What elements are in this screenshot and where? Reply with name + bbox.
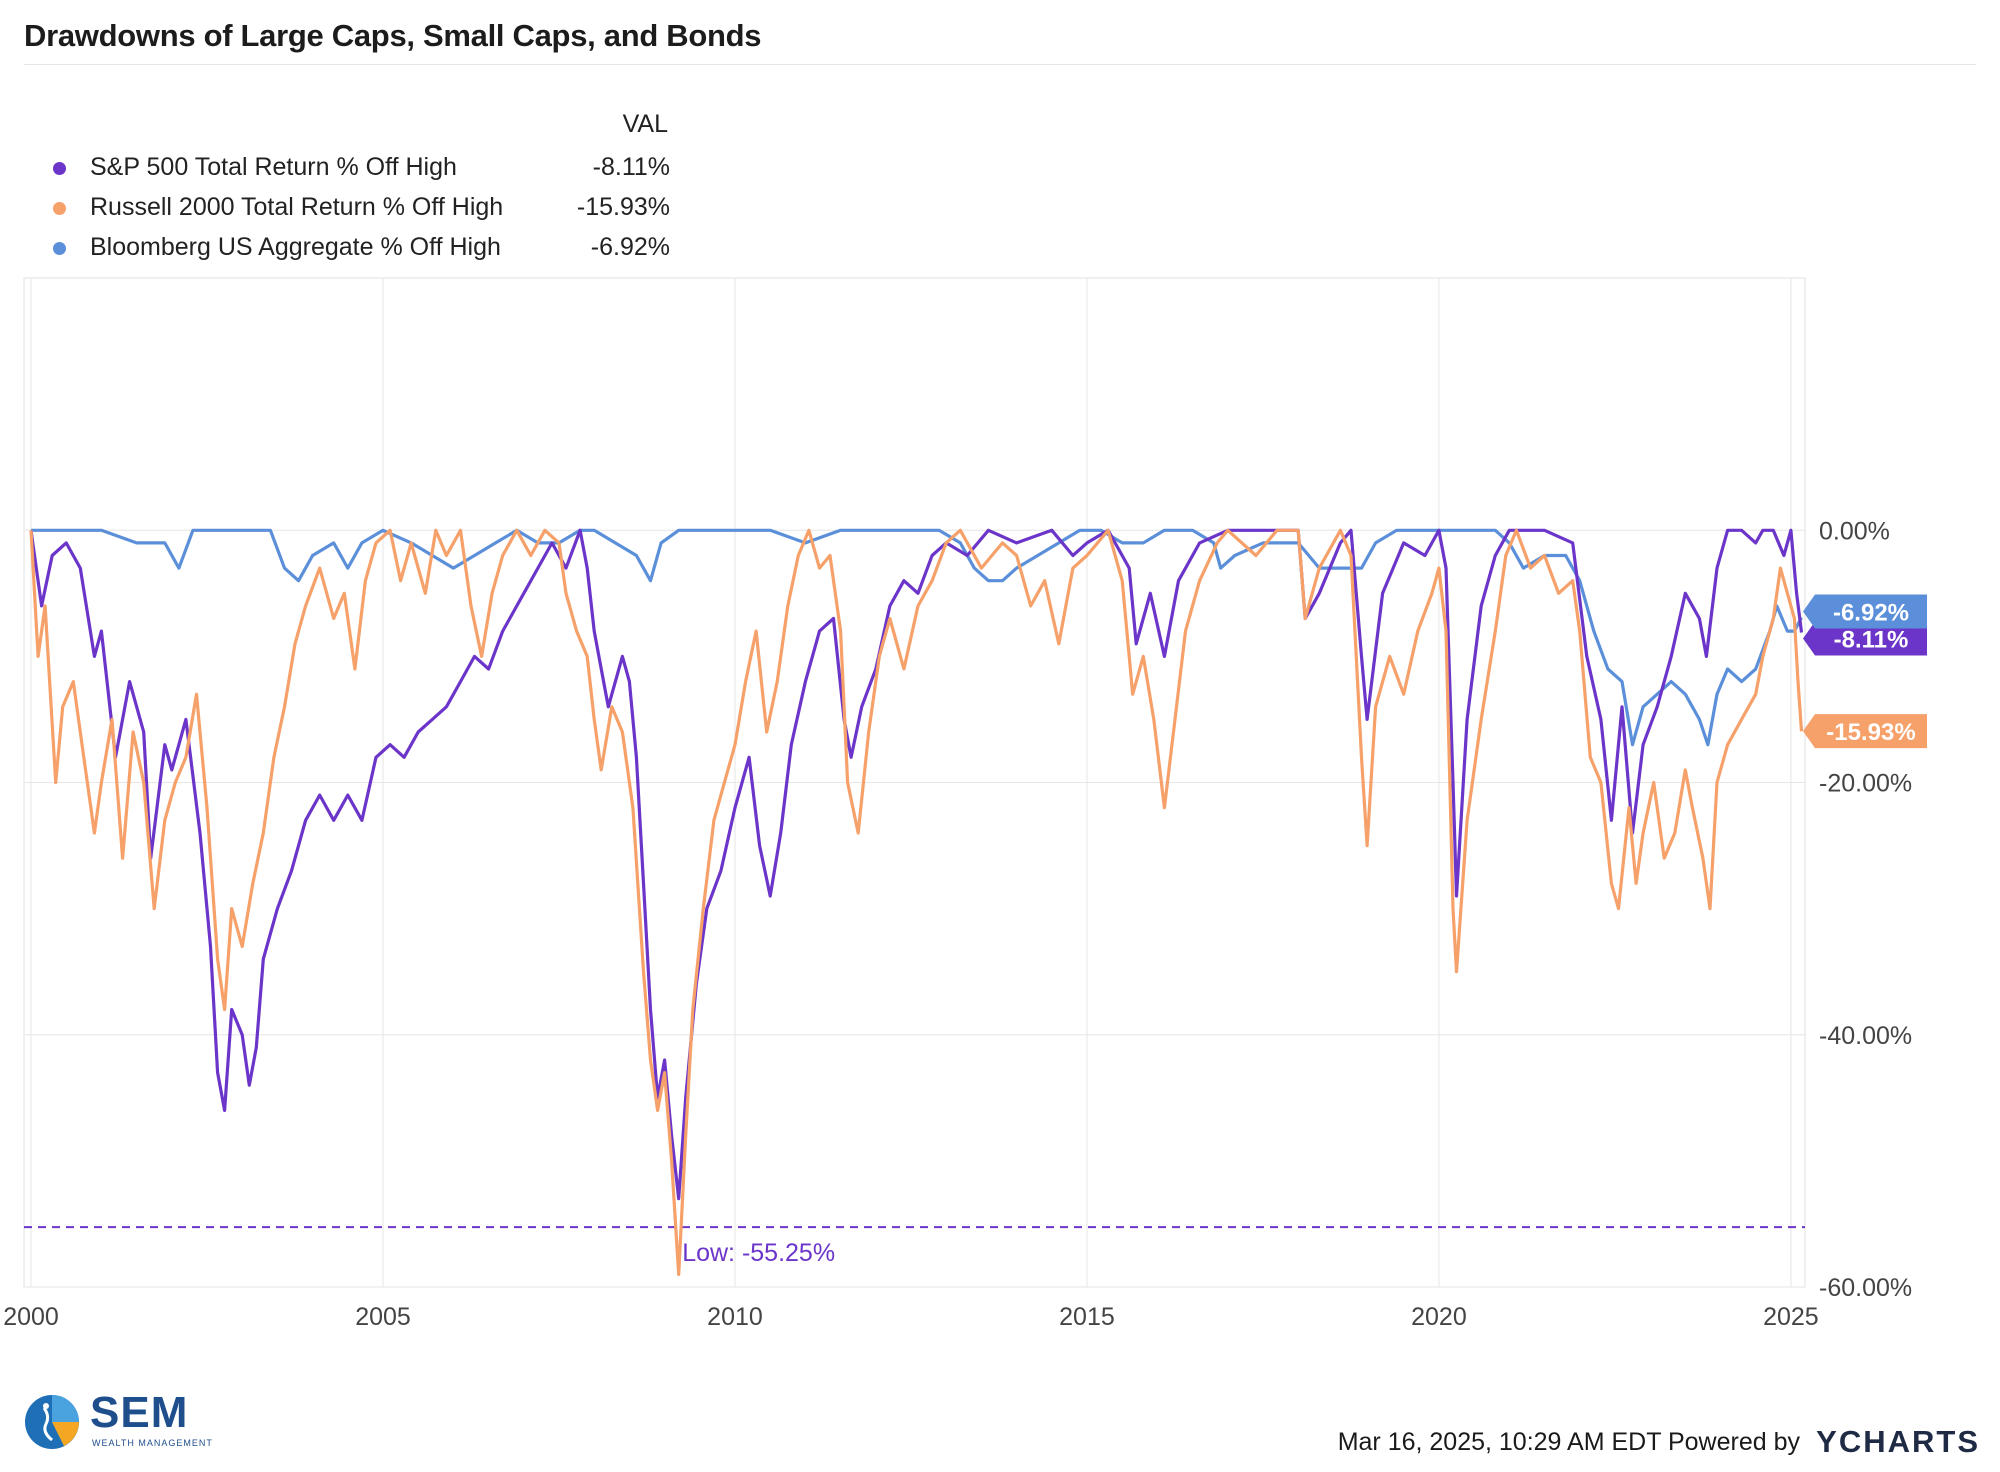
agg-end-tag: -6.92% (1803, 594, 1927, 629)
legend-label-sp500: S&P 500 Total Return % Off High (90, 153, 457, 181)
sp500-end-tag-shape (1803, 621, 1927, 656)
legend-value-sp500: -8.11% (592, 153, 670, 181)
title-divider (24, 64, 1976, 65)
ycharts-logo[interactable]: YCHARTS (1816, 1424, 1980, 1459)
x-tick-label: 2005 (355, 1303, 411, 1331)
sem-logo-icon (25, 1395, 79, 1449)
x-tick-label: 2000 (3, 1303, 59, 1331)
sem-logo-text: SEM (90, 1388, 189, 1437)
legend-value-russell2000: -15.93% (576, 193, 670, 221)
y-tick-label: 0.00% (1819, 517, 1890, 545)
legend-dot-sp500 (53, 162, 66, 175)
sp500-end-tag: -8.11% (1803, 621, 1927, 656)
legend-value-agg: -6.92% (590, 233, 670, 261)
legend-item-russell2000[interactable]: Russell 2000 Total Return % Off High -15… (48, 190, 670, 230)
russell2000-line (29, 528, 1804, 1276)
agg-end-tag-label: -6.92% (1833, 600, 1909, 627)
y-tick-label: -60.00% (1819, 1274, 1912, 1302)
sp500-line (29, 528, 1804, 1201)
russell2000-end-tag-shape (1803, 714, 1927, 749)
x-tick-label: 2015 (1059, 1303, 1115, 1331)
sp500-end-tag-label: -8.11% (1834, 627, 1909, 654)
legend-dot-russell2000 (53, 202, 66, 215)
x-tick-label: 2025 (1763, 1303, 1819, 1331)
legend-dot-agg (53, 242, 66, 255)
low-reference-label: Low: -55.25% (682, 1239, 835, 1267)
sem-logo-subtitle: WEALTH MANAGEMENT (92, 1438, 213, 1448)
legend-item-agg[interactable]: Bloomberg US Aggregate % Off High -6.92% (48, 230, 670, 270)
y-tick-label: -20.00% (1819, 770, 1912, 798)
legend-item-sp500[interactable]: S&P 500 Total Return % Off High -8.11% (48, 150, 670, 190)
powered-by-text: Powered by (1667, 1428, 1800, 1456)
russell2000-end-tag: -15.93% (1803, 714, 1927, 749)
x-tick-label: 2020 (1411, 1303, 1467, 1331)
footer-timestamp: Mar 16, 2025, 10:29 AM EDT Powered by (1338, 1428, 1800, 1457)
legend-label-russell2000: Russell 2000 Total Return % Off High (90, 193, 504, 221)
agg-line (31, 528, 1803, 747)
timestamp-text: Mar 16, 2025, 10:29 AM EDT (1337, 1428, 1662, 1456)
y-tick-label: -40.00% (1819, 1022, 1912, 1050)
russell2000-end-tag-label: -15.93% (1826, 719, 1915, 746)
legend-label-agg: Bloomberg US Aggregate % Off High (90, 233, 501, 261)
legend-value-header: VAL (622, 110, 668, 138)
chart-title: Drawdowns of Large Caps, Small Caps, and… (24, 18, 762, 53)
agg-end-tag-shape (1803, 594, 1927, 629)
x-tick-label: 2010 (707, 1303, 763, 1331)
